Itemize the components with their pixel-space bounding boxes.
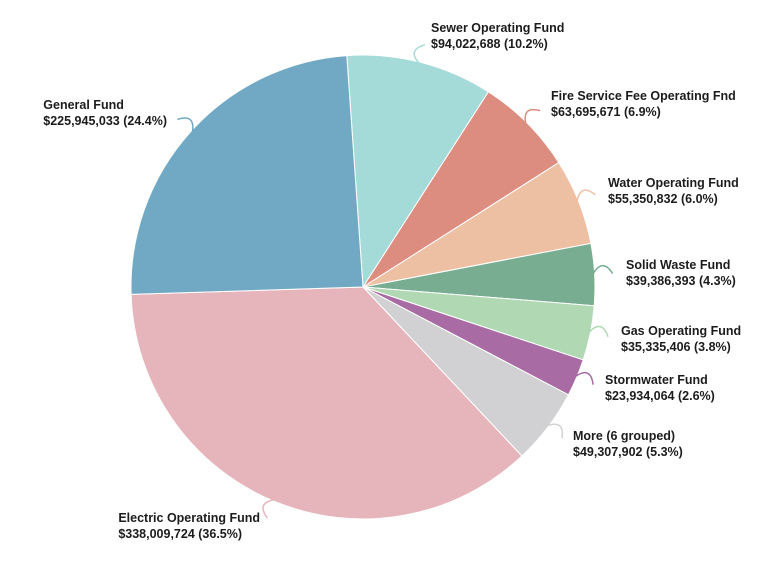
slice-label-value: $55,350,832 (6.0%) <box>608 192 718 206</box>
slice-label-3: Solid Waste Fund $39,386,393 (4.3%) <box>626 257 736 289</box>
slice-label-value: $225,945,033 (24.4%) <box>43 114 167 128</box>
slice-label-5: Stormwater Fund $23,934,064 (2.6%) <box>605 372 715 404</box>
slice-label-value: $338,009,724 (36.5%) <box>118 527 243 541</box>
slice-label-title: Solid Waste Fund <box>626 258 731 272</box>
slice-label-value: $39,386,393 (4.3%) <box>626 274 736 288</box>
slice-label-title: Water Operating Fund <box>608 176 739 190</box>
slice-label-title: Electric Operating Fund <box>118 511 260 525</box>
leader-line-6 <box>545 423 564 439</box>
slice-label-title: Fire Service Fee Operating Fnd <box>551 89 736 103</box>
slice-label-value: $35,335,406 (3.8%) <box>621 340 731 354</box>
slice-label-1: Fire Service Fee Operating Fnd $63,695,67… <box>551 88 736 120</box>
leader-line-0 <box>413 44 426 65</box>
slice-label-7: Electric Operating Fund $338,009,724 (36.… <box>118 510 260 542</box>
slice-label-0: Sewer Operating Fund $94,022,688 (10.2%) <box>431 20 564 52</box>
leader-line-1 <box>524 108 541 125</box>
leader-line-4 <box>587 325 609 338</box>
slice-label-title: General Fund <box>43 98 124 112</box>
pie-slice-7[interactable] <box>130 286 523 520</box>
slice-label-title: Sewer Operating Fund <box>431 21 565 35</box>
slice-label-title: More (6 grouped) <box>573 429 676 443</box>
pie-slice-0[interactable] <box>346 54 490 289</box>
leader-line-8 <box>177 117 194 134</box>
leader-line-2 <box>576 189 596 203</box>
slice-label-title: Stormwater Fund <box>605 373 708 387</box>
slice-label-value: $94,022,688 (10.2%) <box>431 37 548 51</box>
slice-label-8: General Fund $225,945,033 (24.4%) <box>43 97 167 129</box>
slice-label-4: Gas Operating Fund $35,335,406 (3.8%) <box>621 323 741 355</box>
leader-line-3 <box>592 264 614 275</box>
slice-label-2: Water Operating Fund $55,350,832 (6.0%) <box>608 175 739 207</box>
leader-line-7 <box>262 498 276 519</box>
pie-slice-8[interactable] <box>130 55 364 295</box>
slice-label-value: $49,307,902 (5.3%) <box>573 445 683 459</box>
leader-line-5 <box>574 371 594 385</box>
slice-label-value: $63,695,671 (6.9%) <box>551 105 661 119</box>
slice-label-title: Gas Operating Fund <box>621 324 742 338</box>
slice-label-value: $23,934,064 (2.6%) <box>605 389 715 403</box>
slice-label-6: More (6 grouped) $49,307,902 (5.3%) <box>573 428 683 460</box>
